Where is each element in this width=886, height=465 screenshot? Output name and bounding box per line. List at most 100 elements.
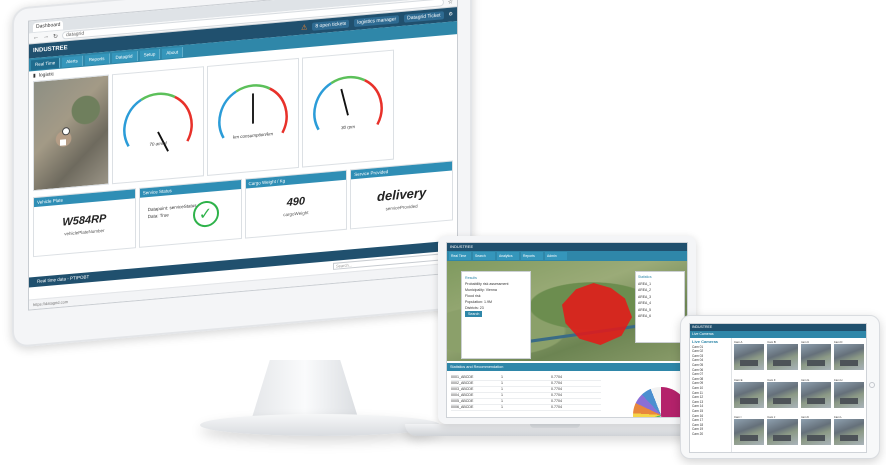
tablet-sidebar-item[interactable]: Cam 02 (692, 349, 704, 354)
nav-about[interactable]: About (162, 46, 184, 59)
cell: 0.7704 (551, 399, 562, 403)
table-row[interactable]: 0004_ABCDE 1 0.7704 (451, 393, 601, 399)
nav-setup-label: Setup (143, 51, 156, 58)
cell: 0004_ABCDE (451, 393, 474, 397)
tablet-sidebar-item[interactable]: Cam 17 (692, 418, 704, 423)
home-button[interactable] (869, 382, 875, 388)
table-row[interactable]: 0005_ABCDE 1 0.7704 (451, 399, 601, 405)
laptop-notch (530, 424, 580, 428)
side-panel-line: Flood risk (465, 294, 481, 298)
settings-icon[interactable]: ⚙ (448, 11, 453, 18)
cell: 0.7704 (551, 375, 562, 379)
card-cargo-weight: Cargo Weight / Kg 490 cargoWeight (244, 169, 348, 239)
tablet-sidebar-item[interactable]: Cam 06 (692, 367, 704, 372)
tablet-sidebar: Live Cameras Cam 01 Cam 02 Cam 03 Cam 04… (690, 338, 732, 452)
camera-feed (767, 381, 798, 408)
laptop-app-header: INDUSTREE (447, 243, 687, 251)
tablet-sidebar-item[interactable]: Cam 18 (692, 422, 704, 427)
camera-feed (767, 419, 798, 446)
tablet-sidebar-item[interactable]: Cam 13 (692, 399, 704, 404)
laptop-table-header: Statistics and Recommendation (447, 363, 687, 371)
nav-realtime[interactable]: Real Time (31, 57, 61, 70)
cell: 1 (501, 393, 503, 397)
tablet-sidebar-item[interactable]: Cam 09 (692, 381, 704, 386)
tablet: INDUSTREE Live Cameras Live Cameras Cam … (680, 315, 880, 459)
camera-tile[interactable]: Cam K (800, 415, 831, 450)
tablet-sidebar-item[interactable]: Cam 14 (692, 404, 704, 409)
tablet-sidebar-item[interactable]: Cam 10 (692, 385, 704, 390)
camera-tile[interactable]: Cam D (833, 340, 864, 375)
camera-tile[interactable]: Cam L (833, 415, 864, 450)
card-header: Service Provided (351, 161, 452, 180)
camera-title: Cam E (734, 377, 743, 382)
reload-icon[interactable]: ↻ (53, 33, 59, 40)
laptop-nav: Real Time Search Analytics Reports Admin (447, 251, 687, 261)
camera-tile[interactable]: Cam I (734, 415, 765, 450)
ticket-chip[interactable]: Datagrid Ticket (404, 11, 444, 23)
camera-tile[interactable]: Cam G (800, 377, 831, 413)
tablet-sidebar-item[interactable]: Cam 05 (692, 362, 704, 367)
laptop-nav-item[interactable]: Reports (521, 252, 543, 260)
camera-title: Cam A (734, 340, 743, 344)
alert-chip[interactable]: 8 open tickets (312, 19, 350, 31)
table-row[interactable]: 0002_ABCDE 1 0.7704 (451, 381, 601, 387)
tablet-sidebar-item[interactable]: Cam 15 (692, 408, 704, 413)
right-panel-row: AREA_3 (638, 294, 652, 299)
laptop-table: 0001_ABCDE 1 0.7704 0002_ABCDE 1 0.7704 0003… (451, 375, 601, 411)
section-title-text: logistic (38, 71, 55, 79)
gauge-3-dial (313, 75, 383, 131)
tablet-sidebar-item[interactable]: Cam 11 (692, 390, 703, 395)
tablet-sidebar-item[interactable]: Cam 20 (692, 431, 704, 436)
tablet-sidebar-item[interactable]: Cam 07 (692, 372, 704, 377)
tablet-sidebar-item[interactable]: Cam 12 (692, 395, 704, 400)
laptop-base (405, 424, 705, 436)
tablet-sidebar-item[interactable]: Cam 01 (692, 344, 704, 349)
camera-tile[interactable]: Cam C (800, 340, 831, 375)
star-icon[interactable]: ☆ (447, 0, 453, 6)
tablet-sidebar-heading: Live Cameras (692, 339, 719, 344)
laptop-nav-item[interactable]: Real Time (449, 252, 471, 260)
user-chip[interactable]: logistics manager (354, 15, 400, 28)
app-logo: INDUSTREE (33, 45, 68, 55)
tablet-sidebar-item[interactable]: Cam 04 (692, 358, 704, 363)
map-widget[interactable]: ▲ (33, 74, 109, 192)
cell: 0006_ABCDE (451, 405, 474, 409)
cell: 0002_ABCDE (451, 381, 474, 385)
nav-datagrid[interactable]: Datagrid (111, 50, 138, 63)
card-keyvalues: Datapoint: serviceStatus Data: True (148, 202, 197, 220)
nav-realtime-label: Real Time (35, 60, 56, 67)
table-row[interactable]: 0001_ABCDE 1 0.7704 (451, 375, 601, 381)
tablet-sidebar-item[interactable]: Cam 19 (692, 427, 704, 432)
side-panel-button[interactable]: Search (465, 311, 483, 317)
table-row[interactable]: 0006_ABCDE 1 0.7704 (451, 405, 601, 411)
laptop-nav-item[interactable]: Search (473, 252, 495, 260)
forward-icon[interactable]: → (43, 33, 49, 41)
nav-setup[interactable]: Setup (139, 48, 161, 61)
camera-tile[interactable]: Cam A (734, 340, 765, 375)
card-vehicle-plate: Vehicle Plate W584RP vehiclePlateNumber (33, 188, 136, 258)
tablet-sidebar-item[interactable]: Cam 16 (692, 413, 704, 418)
check-icon: ✓ (192, 199, 219, 229)
vehicle-pin-icon[interactable] (62, 126, 70, 136)
camera-tile[interactable]: Cam F (767, 377, 798, 413)
widget-row: ▲ 70 amml (29, 44, 457, 192)
tablet-screen: INDUSTREE Live Cameras Live Cameras Cam … (689, 323, 867, 453)
alert-icon[interactable]: ⚠ (301, 24, 308, 32)
gauge-2-dial (218, 84, 288, 139)
table-row[interactable]: 0003_ABCDE 1 0.7704 (451, 387, 601, 393)
camera-tile[interactable]: Cam J (767, 415, 798, 450)
tablet-sidebar-item[interactable]: Cam 03 (692, 353, 704, 358)
laptop-nav-item[interactable]: Analytics (497, 252, 519, 260)
camera-title: Cam G (800, 377, 810, 382)
right-panel-row: AREA_2 (638, 288, 652, 292)
camera-tile[interactable]: Cam B (767, 340, 798, 375)
nav-reports[interactable]: Reports (84, 52, 110, 66)
laptop-nav-item[interactable]: Admin (545, 252, 567, 260)
tablet-sidebar-item[interactable]: Cam 08 (692, 376, 704, 381)
camera-tile[interactable]: Cam H (833, 377, 864, 413)
camera-tile[interactable]: Cam E (734, 377, 765, 413)
marker-icon: ▲ (60, 139, 66, 146)
monitor-stand-base (200, 414, 440, 436)
back-icon[interactable]: ← (33, 34, 39, 42)
nav-alerts[interactable]: Alerts (62, 55, 83, 68)
